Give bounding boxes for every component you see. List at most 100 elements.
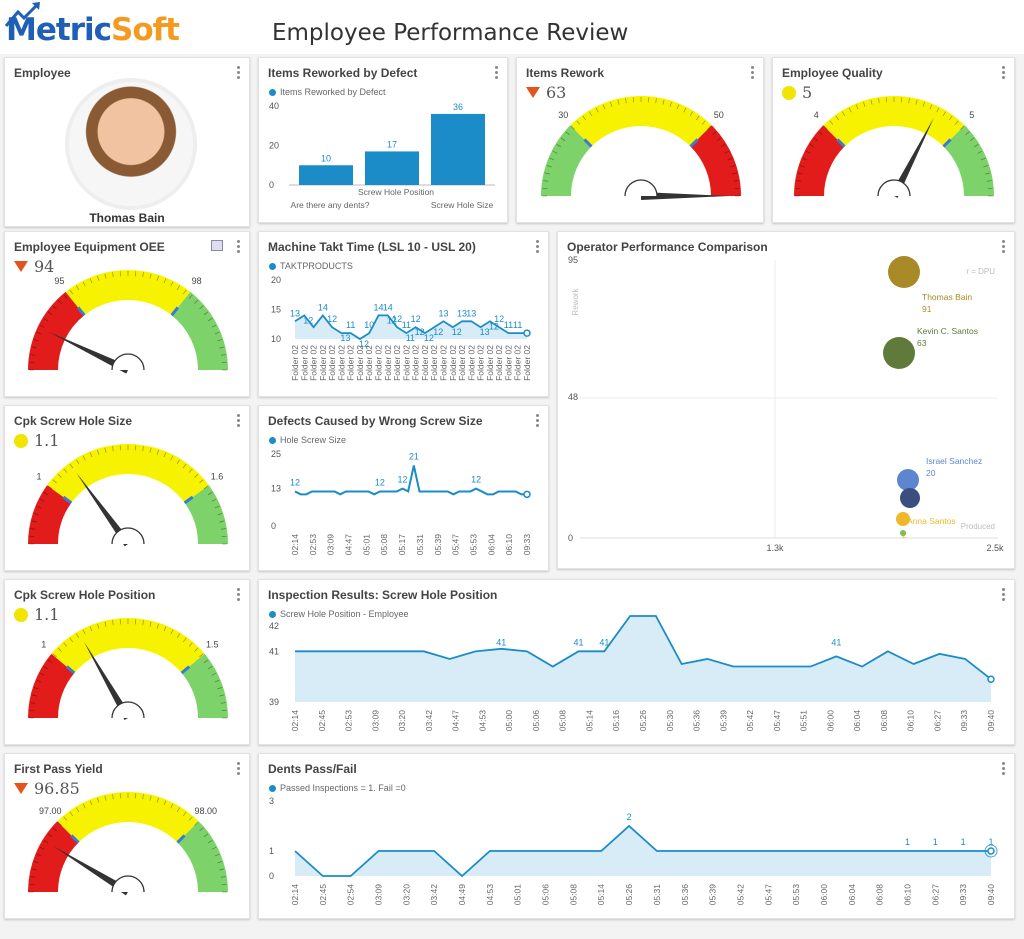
gauge-tick [104,273,107,279]
x-tick-label: 03:09 [326,534,336,556]
gauge-hub [111,527,145,545]
gauge-tick [948,115,953,121]
gauge-tick [727,157,733,161]
gauge-tick [829,120,834,125]
fpy-gauge: 97.00 98.00 [28,792,228,896]
panel-menu-icon[interactable] [237,414,241,429]
x-tick-label: 06:08 [875,884,885,906]
gauge-tick [30,876,36,878]
gauge-tick [31,694,37,697]
bubble [883,337,915,369]
gauge-tick [170,803,174,809]
gauge-tick [188,294,193,299]
x-tick-label: Folder 02 [503,345,513,381]
status-dot-icon [14,607,28,622]
gauge-tick [543,180,549,182]
panel-menu-icon[interactable] [1002,588,1006,603]
panel-title: Items Rework [526,66,605,80]
gauge-tick [188,642,193,647]
point-label: 1 [905,837,910,847]
panel-menu-icon[interactable] [1002,762,1006,777]
gauge-tick [97,797,100,803]
gauge-tick [89,800,93,806]
x-tick-label: 05:42 [745,710,755,732]
x-tick-label: 05:47 [772,710,782,732]
gauge-tick [701,120,706,125]
y-tick-label: 15 [271,305,281,315]
panel-menu-icon[interactable] [751,66,755,81]
gauge-tick [163,452,167,458]
x-tick-label: Folder 02 [438,345,448,381]
dents-panel: Dents Pass/Fail Passed Inspections = 1. … [258,753,1015,919]
last-point [523,490,531,499]
panel-menu-icon[interactable] [536,414,540,429]
x-tick-label: 09:33 [959,710,969,732]
panel-menu-icon[interactable] [536,240,540,255]
gauge-tick [969,137,975,142]
gauge-tick [97,623,100,629]
gauge-band-mid [570,96,712,147]
bubble [897,469,919,491]
x-tick-label: 05:26 [624,884,634,906]
panel-menu-icon[interactable] [495,66,499,81]
panel-menu-icon[interactable] [237,762,241,777]
gauge-band-low [28,653,75,718]
gauge-tick [922,101,925,107]
gauge-band-mid [47,444,209,503]
point-label: 1 [933,837,938,847]
gauge-tick [69,289,74,295]
gauge-needle [84,641,132,720]
last-point-halo [984,844,998,858]
gauge-tick [211,846,217,850]
gauge-tick [188,468,193,473]
panel-menu-icon[interactable] [237,588,241,603]
gauge-tick [818,131,823,136]
x-tick-label: Folder 02 [309,345,319,381]
gauge-tick [47,833,53,838]
gauge-tick [170,629,174,635]
dents-chart: 3 1 0 2 1 1 1 1 02:14 02:45 02:54 03:09 03:20 03:42 04… [269,796,998,906]
x-tick-label: 02:14 [290,710,300,732]
size-legend: r = DPU [966,267,995,276]
gauge-tick [219,346,225,349]
x-tick-label: 02:14 [290,884,300,906]
gauge-tick [112,446,114,452]
bubble [896,512,910,526]
down-arrow-icon [14,783,28,794]
image-icon[interactable] [211,240,223,251]
x-tick-label: Folder 02 [457,345,467,381]
panel-menu-icon[interactable] [237,240,241,255]
x-tick-label: 06:04 [486,534,496,556]
x-tick-label: Screw Hole Size [431,200,494,210]
x-tick-label: 09:40 [986,884,996,906]
gauge-tick [207,665,213,670]
gauge-tick [182,463,187,469]
panel-menu-icon[interactable] [1002,240,1006,255]
point-label: 14 [374,302,384,312]
gauge-tick [39,324,45,328]
y-tick-label: 13 [271,484,281,494]
gauge-tick [170,281,174,287]
x-tick-label: Folder 02 [374,345,384,381]
gauge-tick [30,354,36,356]
gauge-tick [149,795,152,801]
status-dot-icon [782,85,796,100]
gauge-tick [194,647,199,652]
gauge-tick [199,479,204,484]
bar [365,151,419,185]
panel-menu-icon[interactable] [237,66,241,81]
gauge-tick [47,485,53,490]
gauge-tick [75,807,80,813]
gauge-tick [43,839,49,844]
gauge-tick [576,120,581,125]
x-tick-label: 06:00 [825,710,835,732]
gauge-tick [942,111,947,117]
y-tick-label: 25 [271,449,281,459]
gauge-hub [111,701,145,719]
x-tick-label: 02:54 [346,884,356,906]
bubble-name-label: Israel Sanchez [926,456,982,466]
x-tick-label: 05:39 [433,534,443,556]
panel-menu-icon[interactable] [1002,66,1006,81]
point-label: 12 [398,475,408,485]
gauge-tick [112,272,114,278]
